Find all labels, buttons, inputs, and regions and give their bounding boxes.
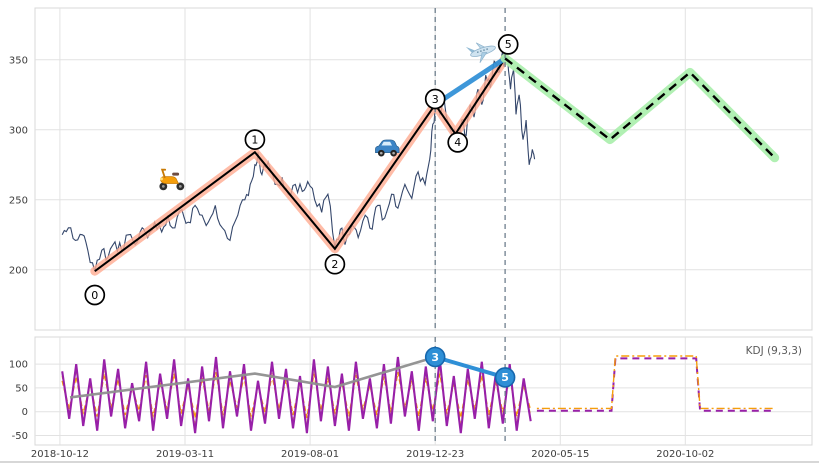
svg-text:5: 5 [501, 371, 509, 384]
kdj-trend-line [69, 355, 436, 399]
kdj-k-extension [536, 355, 775, 410]
wave-point-2: 2 [324, 253, 346, 275]
wave-point-0: 0 [84, 284, 106, 306]
y-tick-label: 300 [9, 125, 28, 136]
x-tick-label: 2019-12-23 [406, 449, 464, 460]
y-tick-label: 250 [9, 195, 28, 206]
y-tick-label: 350 [9, 55, 28, 66]
kdj-link-3-5 [433, 355, 508, 380]
price-panel [34, 7, 813, 331]
svg-text:5: 5 [505, 38, 512, 51]
wave-point-5: 5 [497, 34, 519, 55]
y-tick-label: 50 [15, 383, 28, 394]
x-tick-label: 2018-10-12 [31, 449, 89, 460]
y-tick-label: 200 [9, 265, 28, 276]
x-tick-label: 2020-10-02 [656, 449, 714, 460]
wave-point-4: 4 [447, 132, 469, 153]
x-tick-label: 2019-03-11 [156, 449, 214, 460]
y-tick-label: -50 [12, 431, 28, 442]
x-tick-label: 2020-05-15 [531, 449, 589, 460]
kdj-point-3: 3 [424, 346, 446, 368]
car-icon [375, 139, 400, 157]
scooter-icon [159, 168, 185, 191]
svg-text:0: 0 [91, 289, 98, 302]
x-tick-label: 2019-08-01 [281, 449, 339, 460]
wave-point-3: 3 [424, 88, 446, 110]
y-tick-label: 0 [22, 407, 28, 418]
svg-text:1: 1 [251, 133, 258, 146]
svg-text:4: 4 [454, 136, 461, 149]
elliott-wave-line [94, 57, 506, 273]
y-tick-label: 100 [9, 360, 28, 371]
wave-point-1: 1 [244, 129, 266, 150]
kdj-j-line [61, 356, 532, 434]
svg-text:2: 2 [331, 258, 338, 271]
kdj-j-extension [536, 357, 775, 412]
impulse-3-5-line [432, 55, 508, 108]
kdj-label: KDJ (9,3,3) [746, 345, 802, 357]
svg-text:3: 3 [431, 351, 439, 364]
forecast-line [504, 57, 776, 159]
kdj-point-5: 5 [494, 367, 516, 388]
svg-text:3: 3 [432, 93, 439, 106]
airplane-icon [465, 42, 496, 63]
